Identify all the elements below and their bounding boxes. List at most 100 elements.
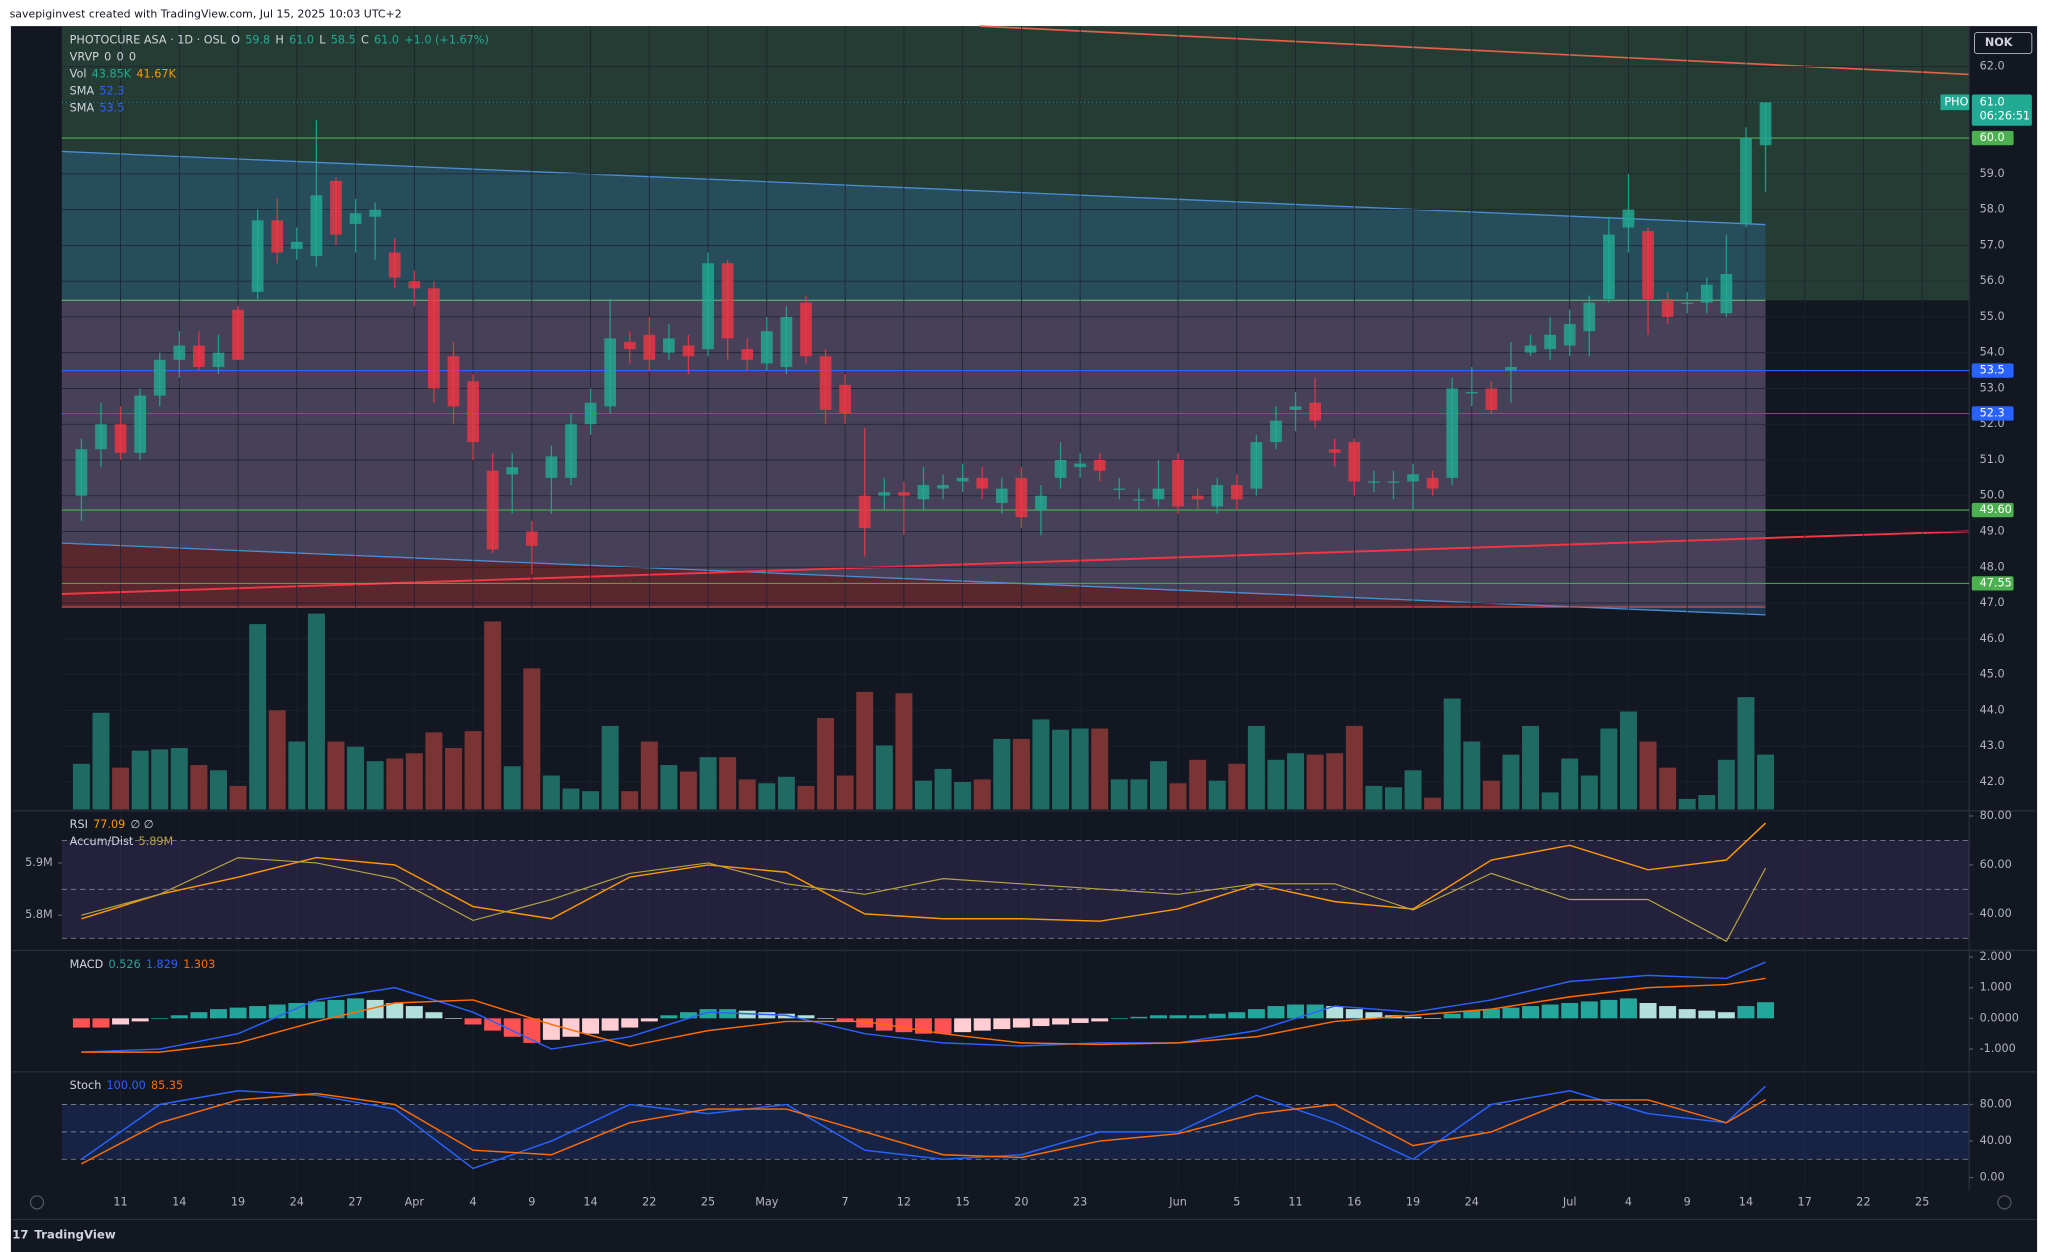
volume-bar	[1189, 759, 1207, 810]
candle-body	[271, 220, 284, 253]
volume-bar	[1463, 741, 1481, 810]
volume-bar	[444, 748, 462, 810]
y2-tick-label: 5.9M	[25, 856, 53, 869]
histogram-bar	[1345, 1009, 1363, 1019]
histogram-bar	[444, 1018, 462, 1019]
histogram-bar	[1110, 1018, 1128, 1019]
legend-text: 41.67K	[136, 67, 176, 80]
y-tick-label: -1.000	[1980, 1042, 2016, 1055]
volume-bar	[1424, 797, 1442, 810]
volume-bar	[1757, 754, 1775, 810]
candle-body	[780, 316, 793, 367]
volume-bar	[1561, 758, 1579, 810]
histogram-bar	[347, 998, 365, 1019]
candle-body	[447, 356, 460, 407]
candle-body	[1113, 488, 1126, 490]
legend-text: Stoch	[70, 1079, 102, 1092]
legend-text: 1.829	[146, 958, 178, 971]
x-tick-label: 4	[469, 1195, 476, 1208]
level-tag	[1971, 363, 2014, 378]
histogram-bar	[640, 1018, 658, 1022]
histogram-bar	[1247, 1009, 1265, 1019]
histogram-bar	[1189, 1015, 1207, 1019]
volume-bar	[72, 763, 90, 810]
x-tick-label: 14	[1739, 1195, 1753, 1208]
y-tick-label: 44.0	[1980, 703, 2005, 716]
candle-body	[1622, 209, 1635, 228]
volume-bar	[1619, 711, 1637, 810]
volume-bar	[1639, 741, 1657, 810]
candle-body	[1368, 481, 1380, 483]
histogram-bar	[464, 1018, 482, 1025]
histogram-bar	[1208, 1013, 1226, 1019]
level-label: 49.60	[1980, 503, 2012, 516]
candle-body	[1309, 402, 1322, 421]
legend-text: ∅ ∅	[130, 818, 153, 831]
candle-body	[1446, 388, 1459, 478]
candle-body	[1759, 102, 1772, 146]
icon[interactable]	[1997, 1195, 2012, 1210]
histogram-bar	[738, 1010, 756, 1019]
y-tick-label: 49.0	[1980, 525, 2005, 538]
candle-body	[956, 477, 969, 482]
candle-body	[643, 334, 656, 360]
candle-body	[858, 495, 871, 528]
histogram-bar	[817, 1018, 835, 1019]
histogram-bar	[484, 1018, 502, 1031]
icon[interactable]	[29, 1195, 45, 1210]
histogram-bar	[1541, 1004, 1559, 1019]
x-tick-label: 14	[172, 1195, 186, 1208]
legend-text: O	[231, 33, 240, 46]
volume-bar	[1404, 770, 1422, 810]
x-tick-label: 24	[290, 1195, 304, 1208]
histogram-bar	[366, 999, 384, 1019]
y-tick-label: 56.0	[1980, 274, 2005, 287]
legend-text: +1.0 (+1.67%)	[404, 33, 489, 46]
candle-body	[114, 424, 127, 453]
histogram-bar	[112, 1018, 130, 1025]
x-tick-label: 24	[1465, 1195, 1479, 1208]
x-tick-label: 9	[1684, 1195, 1691, 1208]
volume-bar	[1169, 783, 1187, 810]
histogram-bar	[1502, 1007, 1520, 1019]
y-tick-label: 54.0	[1980, 346, 2005, 359]
volume-bar	[777, 776, 795, 810]
candle-body	[1328, 449, 1341, 453]
x-tick-label: 23	[1073, 1195, 1087, 1208]
histogram-bar	[1306, 1004, 1324, 1019]
x-tick-label: Jul	[1562, 1195, 1577, 1208]
candle-body	[134, 395, 147, 453]
x-tick-label: May	[755, 1195, 779, 1208]
histogram-bar	[523, 1018, 541, 1043]
histogram-bar	[1580, 1001, 1598, 1019]
volume-bar	[601, 725, 619, 810]
volume-bar	[1580, 775, 1598, 810]
x-tick-label: 27	[348, 1195, 362, 1208]
y-tick-label: 48.0	[1980, 560, 2005, 573]
legend-text: 61.0	[289, 33, 314, 46]
candle-body	[330, 180, 342, 235]
histogram-bar	[1404, 1016, 1422, 1019]
candle-body	[1054, 459, 1067, 478]
candle-body	[1681, 302, 1694, 304]
candle-body	[819, 356, 832, 410]
candle-body	[1740, 138, 1752, 224]
legend-text: 85.35	[151, 1079, 183, 1092]
histogram-bar	[758, 1012, 776, 1019]
candle-body	[1387, 481, 1400, 483]
y-tick-label: 60.00	[1980, 858, 2012, 871]
volume-bar	[170, 748, 188, 810]
histogram-bar	[973, 1018, 991, 1031]
candle-body	[486, 470, 499, 550]
candle-body	[1544, 334, 1557, 350]
volume-bar	[1522, 725, 1540, 810]
series-line	[81, 822, 1767, 922]
candle-body	[623, 341, 636, 350]
histogram-bar	[1228, 1012, 1246, 1019]
level-tag	[1971, 130, 2014, 146]
candle-body	[937, 485, 949, 489]
y-tick-label: 1.000	[1980, 981, 2012, 994]
candle-body	[95, 424, 107, 450]
volume-bar	[484, 621, 502, 810]
